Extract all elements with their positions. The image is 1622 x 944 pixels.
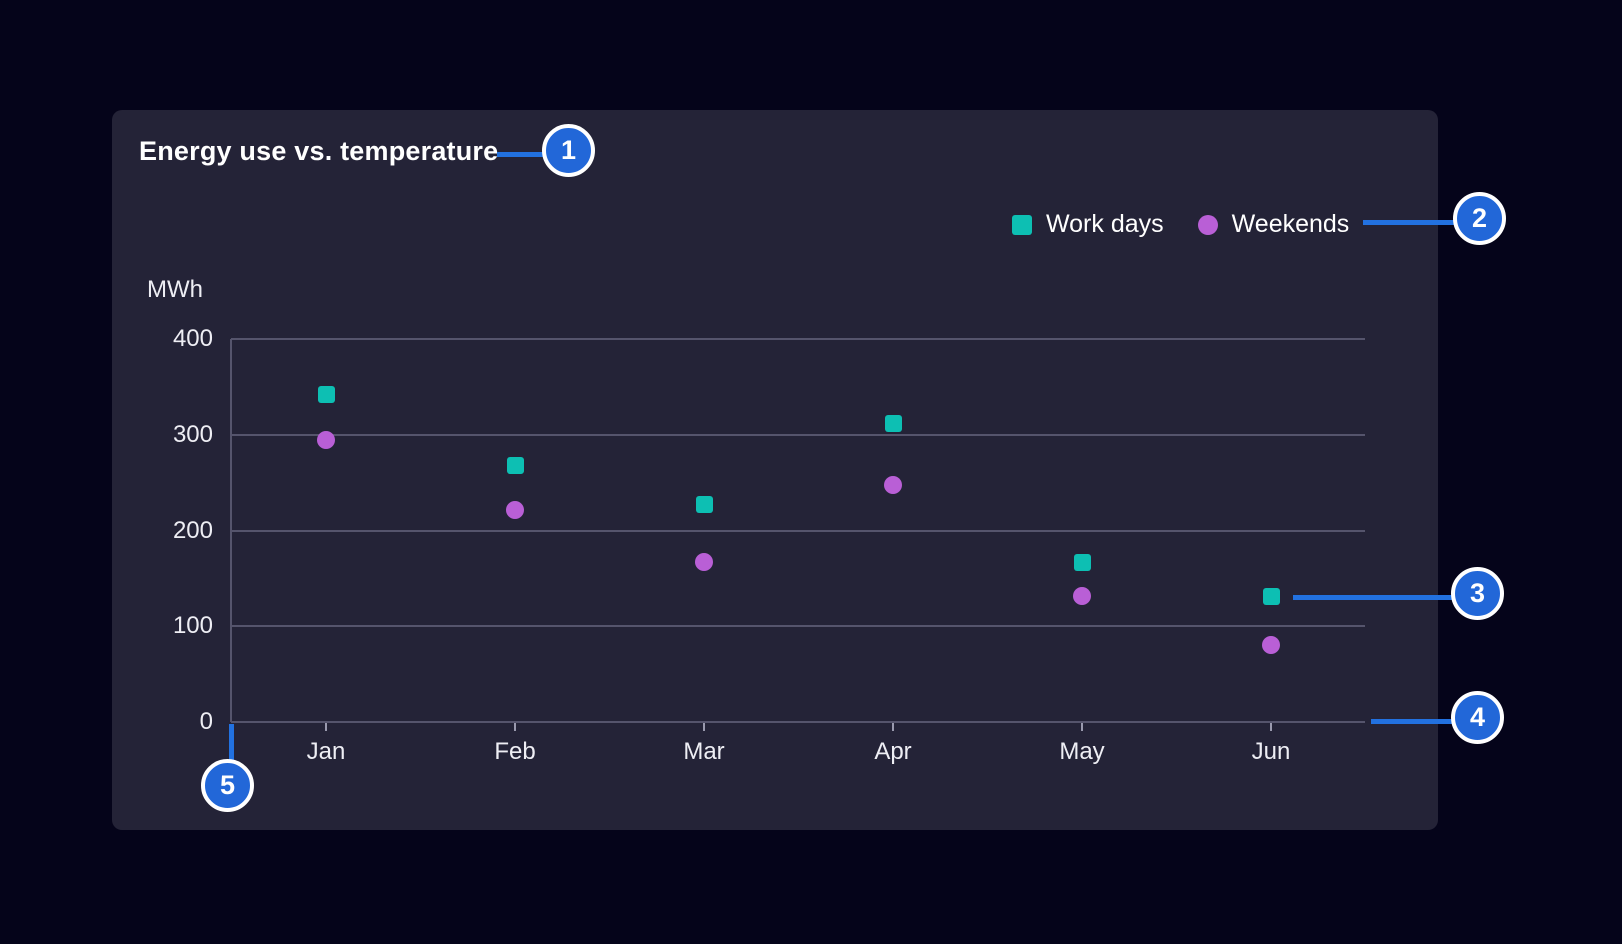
callout-3-line	[1293, 595, 1456, 600]
callout-2-badge: 2	[1453, 192, 1506, 245]
x-tick-feb	[514, 723, 516, 731]
chart-card	[112, 110, 1438, 830]
point-work-days-jun	[1262, 588, 1280, 606]
point-work-days-jan	[317, 386, 335, 404]
x-tick-jun	[1270, 723, 1272, 731]
x-tick-label-jun: Jun	[1251, 738, 1291, 765]
point-work-days-mar	[695, 496, 713, 514]
weekends-circle-marker-icon	[1197, 214, 1218, 235]
legend-label-weekends: Weekends	[1231, 210, 1350, 238]
legend-label-work-days: Work days	[1046, 210, 1164, 238]
x-tick-label-apr: Apr	[874, 738, 912, 765]
x-tick-apr	[892, 723, 894, 731]
x-tick-may	[1081, 723, 1083, 731]
x-tick-mar	[703, 723, 705, 731]
y-axis-line	[230, 339, 232, 722]
callout-1-number: 1	[560, 135, 577, 165]
legend-item-weekends[interactable]: Weekends	[1197, 210, 1350, 239]
gridline-400	[231, 338, 1365, 340]
y-tick-label-100: 100	[172, 612, 213, 640]
point-weekends-may	[1073, 586, 1091, 605]
x-axis-line	[231, 721, 1365, 723]
x-tick-label-feb: Feb	[494, 738, 536, 765]
callout-3-number: 3	[1469, 578, 1486, 608]
point-work-days-apr	[884, 414, 902, 432]
point-weekends-jun	[1262, 636, 1280, 655]
point-work-days-feb	[506, 456, 524, 474]
x-tick-label-mar: Mar	[683, 738, 725, 765]
x-tick-label-may: May	[1059, 738, 1105, 765]
callout-2-number: 2	[1471, 203, 1488, 233]
point-work-days-may	[1073, 553, 1091, 571]
legend-item-work-days[interactable]: Work days	[1012, 210, 1164, 239]
point-weekends-feb	[506, 501, 524, 520]
point-weekends-mar	[695, 553, 713, 572]
x-tick-jan	[325, 723, 327, 731]
y-tick-label-0: 0	[199, 708, 213, 735]
x-tick-label-jan: Jan	[306, 738, 346, 765]
callout-5-line	[229, 724, 234, 764]
y-tick-label-200: 200	[172, 516, 213, 544]
callout-4-number: 4	[1469, 702, 1486, 732]
gridline-200	[231, 529, 1365, 532]
work-days-square-marker-icon	[1012, 214, 1032, 235]
gridline-300	[231, 433, 1365, 436]
callout-1-badge: 1	[542, 124, 595, 177]
callout-5-badge: 5	[201, 759, 254, 812]
gridline-100	[231, 625, 1365, 628]
callout-2-line	[1363, 220, 1458, 225]
point-weekends-jan	[317, 430, 335, 449]
callout-3-badge: 3	[1451, 567, 1504, 620]
chart-title: Energy use vs. temperature	[139, 136, 499, 166]
callout-1-line	[497, 152, 546, 157]
callout-5-number: 5	[219, 770, 236, 800]
y-tick-label-400: 400	[172, 325, 213, 352]
point-weekends-apr	[884, 475, 902, 494]
callout-4-line	[1371, 719, 1456, 724]
chart-legend: Work days Weekends	[1012, 210, 1349, 239]
y-axis-unit-label: MWh	[147, 276, 203, 303]
y-tick-label-300: 300	[172, 420, 213, 448]
callout-4-badge: 4	[1451, 691, 1504, 744]
